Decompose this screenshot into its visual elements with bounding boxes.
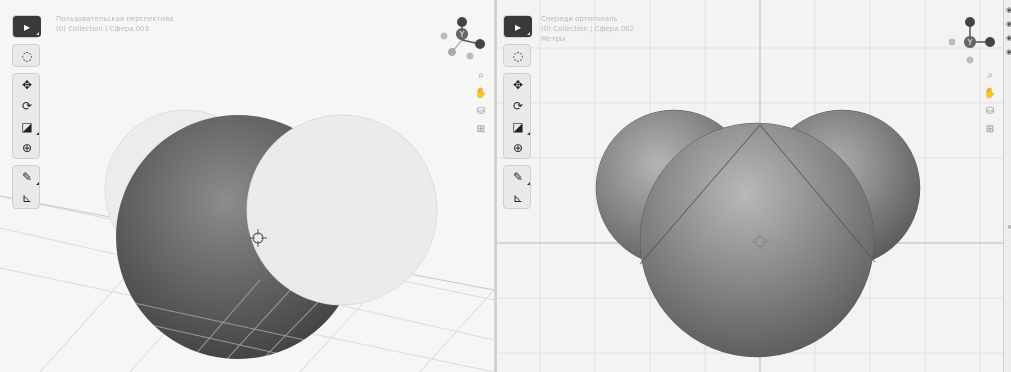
navigation-gizmo[interactable]: Y (434, 12, 490, 68)
intersection-edges (639, 124, 876, 265)
gizmo-y-label: Y (967, 38, 973, 47)
right-viewport-header: Спереди ортогональ (0) Collection | Сфер… (541, 14, 634, 44)
pan-hand-icon[interactable]: ✋ (474, 87, 488, 99)
view-name: Спереди ортогональ (541, 15, 618, 23)
annotate-tool-button[interactable]: ✎ (504, 166, 532, 187)
rotate-icon: ⟳ (512, 98, 524, 113)
camera-icon[interactable]: ⛁ (476, 105, 486, 117)
move-icon: ✥ (512, 77, 524, 92)
cursor-tool-button[interactable]: ◌ (504, 45, 532, 66)
grid-view-icon[interactable]: ⊞ (985, 123, 995, 135)
origin-cursor-icon (249, 229, 267, 247)
transform-icon: ⊕ (21, 140, 33, 155)
ortho-grid (497, 0, 1003, 372)
measure-icon: ⊾ (21, 190, 33, 205)
view-name: Пользовательская перспектива (56, 15, 174, 23)
left-viewport[interactable]: Пользовательская перспектива (0) Collect… (0, 0, 494, 372)
transform-tool-button[interactable]: ⊕ (13, 137, 41, 158)
cursor-icon: ◌ (21, 48, 33, 63)
left-toolbar: ▸ ◌ ✥ ⟳ ◪ ⊕ ✎ ⊾ (12, 15, 41, 215)
move-icon: ✥ (21, 77, 33, 92)
right-scene (497, 0, 1003, 372)
collection-label: (0) Collection | Сфера.002 (541, 25, 635, 33)
left-scene (0, 109, 494, 372)
measure-tool-button[interactable]: ⊾ (504, 187, 532, 208)
measure-tool-button[interactable]: ⊾ (13, 187, 41, 208)
select-arrow-icon: ▸ (23, 19, 31, 34)
measure-icon: ⊾ (512, 190, 524, 205)
zoom-icon[interactable]: ⌕ (987, 69, 993, 81)
scale-icon: ◪ (512, 119, 524, 134)
front-sphere (246, 114, 438, 306)
annotate-icon: ✎ (512, 169, 524, 184)
rotate-tool-button[interactable]: ⟳ (13, 95, 41, 116)
select-arrow-icon: ▸ (514, 19, 522, 34)
camera-icon[interactable]: ⛁ (985, 105, 995, 117)
center-sphere (639, 122, 875, 358)
move-tool-button[interactable]: ✥ (13, 74, 41, 95)
scale-tool-button[interactable]: ◪ (504, 116, 532, 137)
right-viewport[interactable]: Спереди ортогональ (0) Collection | Сфер… (497, 0, 1003, 372)
transform-tool-button[interactable]: ⊕ (504, 137, 532, 158)
pan-hand-icon[interactable]: ✋ (983, 87, 997, 99)
navigation-gizmo[interactable]: Y (942, 12, 998, 68)
zoom-icon[interactable]: ⌕ (478, 69, 484, 81)
scale-icon: ◪ (21, 119, 33, 134)
rotate-tool-button[interactable]: ⟳ (504, 95, 532, 116)
select-tool-button[interactable]: ▸ (13, 16, 41, 37)
side-panel-edge[interactable]: ◉ ◉ ◉ ◉ ✕ (1003, 0, 1011, 372)
origin-cursor-icon (751, 233, 769, 251)
rotate-icon: ⟳ (21, 98, 33, 113)
scale-tool-button[interactable]: ◪ (13, 116, 41, 137)
gizmo-y-label: Y (459, 30, 465, 39)
select-tool-button[interactable]: ▸ (504, 16, 532, 37)
collection-label: (0) Collection | Сфера.003 (56, 25, 150, 33)
move-tool-button[interactable]: ✥ (504, 74, 532, 95)
cursor-tool-button[interactable]: ◌ (13, 45, 41, 66)
transform-icon: ⊕ (512, 140, 524, 155)
right-nav-controls: ⌕ ✋ ⛁ ⊞ (983, 66, 997, 138)
annotate-tool-button[interactable]: ✎ (13, 166, 41, 187)
eye-icon[interactable]: ◉ (1006, 48, 1011, 56)
cursor-icon: ◌ (512, 48, 524, 63)
eye-icon[interactable]: ◉ (1006, 6, 1011, 14)
left-nav-controls: ⌕ ✋ ⛁ ⊞ (474, 66, 488, 138)
grid-view-icon[interactable]: ⊞ (476, 123, 486, 135)
annotate-icon: ✎ (21, 169, 33, 184)
left-viewport-header: Пользовательская перспектива (0) Collect… (56, 14, 174, 34)
units-label: Метры (541, 35, 566, 43)
eye-icon[interactable]: ◉ (1006, 34, 1011, 42)
viewport-divider[interactable] (494, 0, 497, 372)
panel-close-icon[interactable]: ✕ (1007, 224, 1011, 231)
right-toolbar: ▸ ◌ ✥ ⟳ ◪ ⊕ ✎ ⊾ (503, 15, 532, 215)
eye-icon[interactable]: ◉ (1006, 20, 1011, 28)
